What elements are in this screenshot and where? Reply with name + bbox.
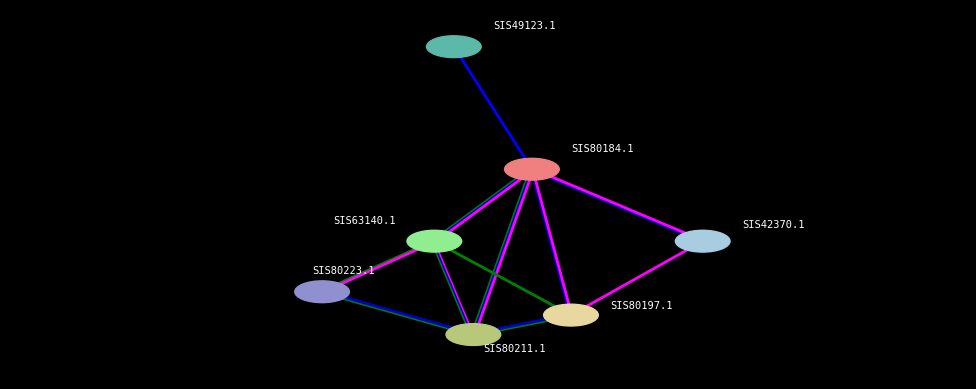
Text: SIS80184.1: SIS80184.1 [571, 144, 633, 154]
Circle shape [675, 230, 730, 252]
Text: SIS80211.1: SIS80211.1 [483, 344, 546, 354]
Circle shape [427, 36, 481, 58]
Circle shape [544, 304, 598, 326]
Circle shape [446, 324, 501, 345]
Circle shape [295, 281, 349, 303]
Text: SIS42370.1: SIS42370.1 [742, 219, 804, 230]
Circle shape [505, 158, 559, 180]
Circle shape [407, 230, 462, 252]
Text: SIS49123.1: SIS49123.1 [493, 21, 555, 31]
Text: SIS63140.1: SIS63140.1 [333, 216, 395, 226]
Text: SIS80223.1: SIS80223.1 [312, 266, 375, 276]
Text: SIS80197.1: SIS80197.1 [610, 301, 672, 311]
